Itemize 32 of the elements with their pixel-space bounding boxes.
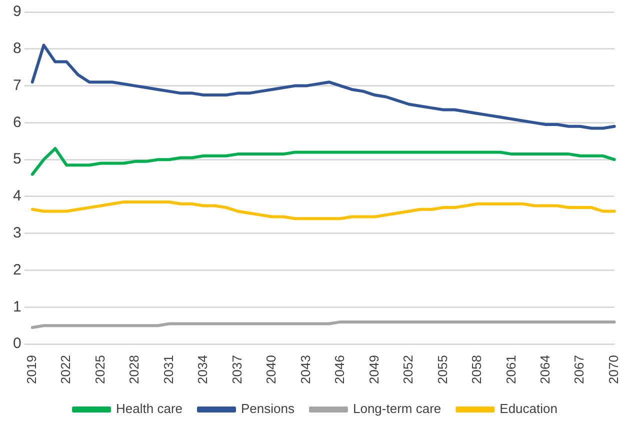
x-tick-label: 2037 (229, 355, 244, 384)
x-tick-label: 2034 (195, 355, 210, 384)
x-tick-label: 2070 (606, 355, 621, 384)
x-tick-label: 2049 (366, 355, 382, 384)
x-tick-label: 2052 (400, 355, 416, 384)
y-tick-label: 5 (13, 150, 22, 168)
x-tick-label: 2064 (538, 355, 552, 384)
x-tick-label: 2046 (332, 355, 348, 384)
y-tick-label: 4 (13, 188, 22, 205)
x-tick-label: 2028 (126, 355, 142, 384)
y-tick-label: 7 (13, 76, 22, 94)
x-tick-label: 2022 (58, 355, 74, 384)
y-tick-label: 1 (13, 298, 22, 316)
x-tick-label: 2055 (434, 355, 450, 384)
x-tick-label: 2058 (469, 355, 484, 384)
y-tick-label: 9 (13, 3, 22, 20)
legend-label: Long-term care (352, 401, 442, 416)
y-tick-label: 3 (13, 224, 22, 242)
x-tick-label: 2061 (503, 355, 518, 384)
x-tick-label: 2040 (264, 355, 279, 384)
legend-label: Pensions (241, 401, 295, 416)
x-tick-label: 2031 (160, 355, 176, 384)
legend-label: Health care (116, 401, 183, 416)
x-tick-label: 2019 (24, 355, 39, 384)
legend-label: Education (500, 401, 558, 416)
y-tick-label: 0 (13, 335, 22, 352)
x-tick-label: 2043 (298, 355, 313, 384)
y-tick-label: 6 (13, 114, 22, 131)
x-tick-label: 2025 (92, 355, 108, 384)
x-tick-label: 2067 (572, 355, 587, 384)
y-tick-label: 2 (13, 261, 22, 278)
y-tick-label: 8 (13, 40, 22, 58)
